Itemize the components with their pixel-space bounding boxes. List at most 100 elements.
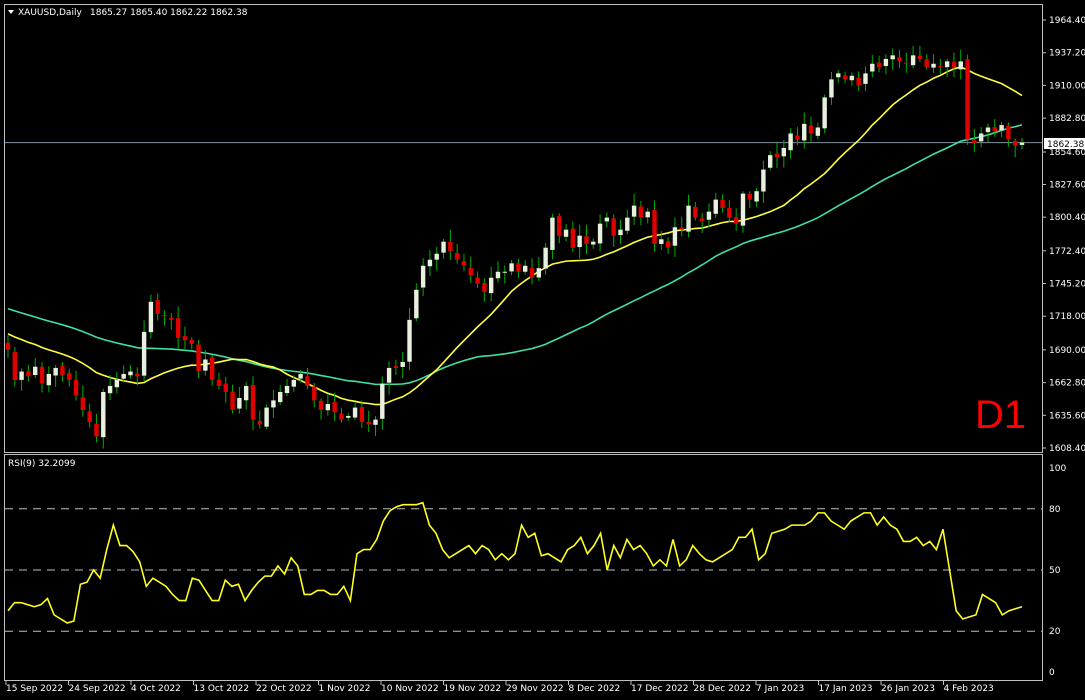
- candle-body[interactable]: [536, 268, 542, 278]
- candle-body[interactable]: [917, 55, 923, 59]
- candle-body[interactable]: [863, 73, 868, 84]
- candle-body[interactable]: [509, 263, 514, 272]
- candle-body[interactable]: [1012, 140, 1018, 146]
- candle-body[interactable]: [557, 215, 562, 236]
- candle-body[interactable]: [407, 319, 412, 362]
- candle-body[interactable]: [107, 385, 113, 394]
- candle-body[interactable]: [26, 371, 31, 377]
- candle-body[interactable]: [216, 379, 222, 386]
- candle-body[interactable]: [87, 411, 92, 423]
- candle-body[interactable]: [795, 135, 800, 140]
- candle-body[interactable]: [196, 344, 201, 372]
- candle-body[interactable]: [591, 241, 596, 245]
- candle-body[interactable]: [175, 318, 181, 338]
- candle-body[interactable]: [584, 236, 589, 245]
- candle-body[interactable]: [67, 372, 72, 380]
- candle-body[interactable]: [135, 373, 140, 377]
- candle-body[interactable]: [318, 400, 324, 411]
- candle-body[interactable]: [720, 199, 725, 209]
- candle-body[interactable]: [243, 385, 249, 401]
- candle-body[interactable]: [434, 253, 439, 260]
- candle-body[interactable]: [665, 241, 671, 248]
- candle-body[interactable]: [856, 77, 861, 86]
- candle-body[interactable]: [19, 371, 24, 380]
- candle-body[interactable]: [305, 376, 310, 386]
- candle-body[interactable]: [461, 261, 467, 266]
- candle-body[interactable]: [890, 55, 895, 60]
- candle-body[interactable]: [264, 407, 269, 427]
- candle-body[interactable]: [659, 239, 664, 244]
- candle-body[interactable]: [386, 367, 392, 383]
- candle-body[interactable]: [325, 403, 331, 411]
- candle-body[interactable]: [829, 79, 834, 98]
- candle-body[interactable]: [693, 206, 698, 218]
- candle-body[interactable]: [781, 147, 787, 157]
- candle-body[interactable]: [482, 283, 487, 293]
- candle-body[interactable]: [80, 397, 86, 411]
- candle-body[interactable]: [488, 277, 494, 294]
- candle-body[interactable]: [278, 391, 283, 403]
- candle-body[interactable]: [761, 169, 766, 192]
- candle-body[interactable]: [713, 199, 718, 214]
- candle-body[interactable]: [46, 373, 52, 386]
- candle-body[interactable]: [870, 63, 875, 72]
- candle-body[interactable]: [972, 140, 977, 144]
- candle-body[interactable]: [815, 127, 821, 136]
- candle-body[interactable]: [121, 373, 126, 379]
- candle-body[interactable]: [849, 75, 855, 81]
- candle-body[interactable]: [516, 263, 521, 272]
- candle-body[interactable]: [652, 210, 657, 245]
- candle-body[interactable]: [897, 57, 902, 62]
- candle-body[interactable]: [352, 407, 358, 418]
- candle-body[interactable]: [788, 133, 793, 151]
- candle-body[interactable]: [523, 265, 528, 272]
- candle-body[interactable]: [625, 217, 630, 231]
- candle-body[interactable]: [33, 366, 38, 375]
- candle-body[interactable]: [284, 385, 290, 394]
- candlestick-series[interactable]: [5, 45, 1025, 449]
- candle-body[interactable]: [611, 218, 616, 236]
- candle-body[interactable]: [209, 357, 215, 380]
- candle-body[interactable]: [563, 229, 569, 237]
- candle-body[interactable]: [754, 191, 759, 202]
- candle-body[interactable]: [312, 386, 317, 401]
- candle-body[interactable]: [727, 207, 732, 218]
- candle-body[interactable]: [747, 193, 752, 200]
- candle-body[interactable]: [965, 59, 970, 140]
- candle-body[interactable]: [808, 125, 814, 134]
- candle-body[interactable]: [60, 365, 65, 376]
- candle-body[interactable]: [699, 218, 705, 222]
- candle-body[interactable]: [414, 289, 419, 319]
- candle-body[interactable]: [768, 155, 773, 168]
- candle-body[interactable]: [706, 211, 712, 220]
- candle-body[interactable]: [992, 127, 997, 132]
- candle-body[interactable]: [346, 416, 351, 418]
- rsi-indicator-label[interactable]: RSI(9) 32.2099: [8, 459, 76, 469]
- candle-body[interactable]: [162, 314, 167, 317]
- candle-body[interactable]: [250, 385, 256, 420]
- candle-body[interactable]: [182, 336, 188, 341]
- candle-body[interactable]: [597, 223, 603, 244]
- candle-body[interactable]: [448, 241, 453, 252]
- candle-body[interactable]: [638, 206, 644, 218]
- candle-body[interactable]: [883, 58, 889, 67]
- candle-body[interactable]: [12, 351, 18, 380]
- candle-body[interactable]: [366, 421, 371, 425]
- candle-body[interactable]: [155, 300, 160, 314]
- candle-body[interactable]: [141, 331, 147, 376]
- candle-body[interactable]: [380, 383, 385, 419]
- candle-body[interactable]: [475, 277, 480, 284]
- candle-body[interactable]: [400, 361, 405, 367]
- candle-body[interactable]: [257, 420, 262, 425]
- candle-body[interactable]: [203, 359, 208, 371]
- candle-body[interactable]: [944, 61, 950, 68]
- candle-body[interactable]: [550, 217, 555, 250]
- candle-body[interactable]: [570, 228, 576, 248]
- candle-body[interactable]: [230, 391, 235, 411]
- candle-body[interactable]: [951, 61, 957, 68]
- candle-body[interactable]: [958, 61, 963, 70]
- candle-body[interactable]: [73, 379, 79, 396]
- candle-body[interactable]: [645, 211, 650, 218]
- candle-body[interactable]: [924, 59, 929, 68]
- candle-body[interactable]: [169, 318, 174, 320]
